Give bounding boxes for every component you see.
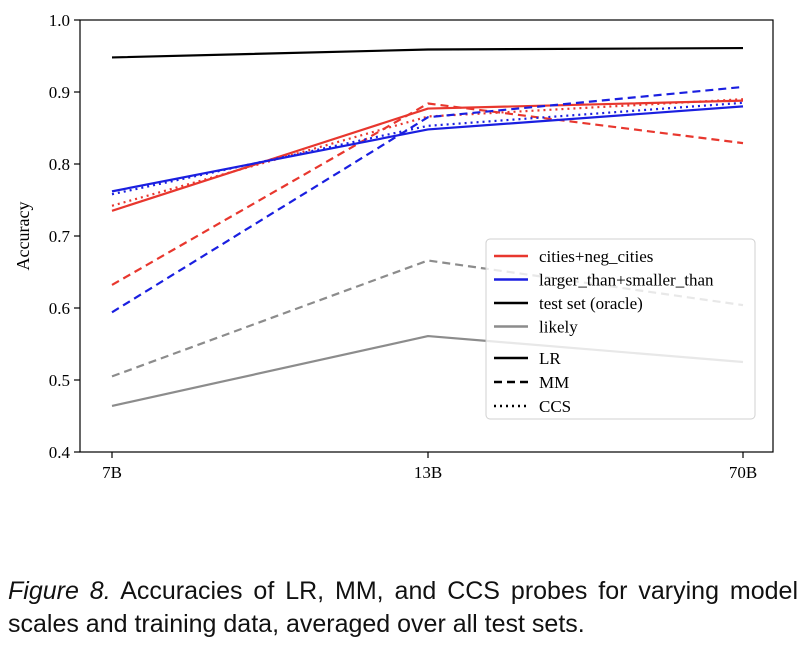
legend-label-ccs: CCS — [539, 397, 571, 416]
y-tick-label: 0.6 — [49, 299, 70, 318]
legend-label-larger-than-smaller-than: larger_than+smaller_than — [539, 271, 714, 290]
series-line-test-set-oracle-lr — [111, 46, 744, 59]
series-line-cities-neg-cities-mm — [111, 102, 744, 286]
caption-text: Accuracies of LR, MM, and CCS probes for… — [8, 577, 798, 638]
y-axis-label: Accuracy — [13, 202, 33, 271]
x-tick-label: 70B — [729, 463, 757, 482]
series-line-cities-neg-cities-ccs — [111, 98, 744, 207]
legend-label-lr: LR — [539, 349, 561, 368]
y-tick-label: 0.9 — [49, 83, 70, 102]
legend-label-cities-neg-cities: cities+neg_cities — [539, 247, 653, 266]
chart: 0.4 0.5 0.6 0.7 0.8 0.9 1.0 7B 13B 70B Accuracy cit… — [13, 11, 774, 482]
caption-label: Figure 8. — [8, 577, 111, 605]
y-tick-label: 0.7 — [49, 227, 71, 246]
x-tick-label: 7B — [102, 463, 122, 482]
legend-box — [485, 238, 756, 420]
y-tick-label: 1.0 — [49, 11, 70, 30]
x-tick-label: 13B — [414, 463, 442, 482]
series-line-larger-than-smaller-than-mm — [111, 85, 744, 314]
legend-label-likely: likely — [539, 318, 578, 337]
y-tick-label: 0.4 — [49, 443, 71, 462]
figure-caption: Figure 8. Accuracies of LR, MM, and CCS … — [8, 575, 798, 641]
legend-label-test-set-oracle: test set (oracle) — [539, 294, 643, 313]
y-tick-label: 0.8 — [49, 155, 70, 174]
y-tick-label: 0.5 — [49, 371, 70, 390]
series-line-larger-than-smaller-than-lr — [111, 105, 744, 193]
legend-label-mm: MM — [539, 373, 569, 392]
